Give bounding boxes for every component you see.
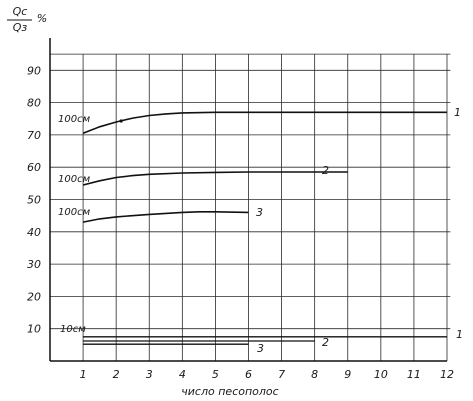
grid — [50, 53, 451, 361]
series-line-3 — [82, 211, 249, 223]
y-tick-label: 20 — [27, 290, 41, 303]
y-tick-label: 50 — [27, 194, 41, 207]
y-tick-label: 60 — [27, 161, 41, 174]
x-tick-label: 6 — [245, 368, 252, 381]
x-tick-label: 5 — [212, 368, 219, 381]
y-tick-label: 70 — [27, 129, 41, 142]
y-tick-label: 40 — [27, 226, 41, 239]
x-tick-label: 8 — [311, 368, 318, 381]
curve-number-label: 3 — [257, 342, 264, 355]
labels: 1 2 3 4 5 6 7 8 9 10 11 12102030405060708090QсQз%чи… — [7, 5, 463, 398]
x-tick-label: 9 — [344, 368, 351, 381]
x-tick-label: 12 — [440, 368, 454, 381]
y-label-numerator: Qс — [13, 5, 28, 18]
y-label-denominator: Qз — [13, 21, 28, 34]
curve-number-label: 2 — [322, 336, 329, 349]
y-tick-label: 90 — [27, 64, 41, 77]
series-line-2 — [82, 171, 348, 186]
x-tick-label: 1 — [80, 368, 87, 381]
x-tick-label: 2 — [113, 368, 120, 381]
y-tick-label: 30 — [27, 258, 41, 271]
depth-label: 10см — [60, 324, 86, 335]
x-tick-label: 10 — [374, 368, 388, 381]
axes — [49, 38, 447, 362]
curve-number-label: 2 — [322, 164, 329, 177]
depth-label: 100см — [58, 207, 91, 218]
x-tick-label: 4 — [179, 368, 186, 381]
x-tick-label: 3 — [146, 368, 153, 381]
x-tick-label: 7 — [278, 368, 285, 381]
series-line-1 — [82, 111, 447, 135]
x-tick-label: 11 — [407, 368, 421, 381]
series-lines — [82, 111, 447, 345]
depth-label: 100см — [58, 114, 91, 125]
depth-label: 100см — [58, 174, 91, 185]
curve-number-label: 1 — [454, 106, 461, 119]
y-tick-label: 80 — [27, 97, 41, 110]
y-label-unit: % — [37, 12, 47, 25]
x-axis-title: число песополос — [181, 385, 278, 398]
curve-number-label: 1 — [456, 328, 463, 341]
y-tick-label: 10 — [27, 323, 41, 336]
curve-number-label: 3 — [256, 206, 263, 219]
data-point-marker — [119, 119, 123, 123]
